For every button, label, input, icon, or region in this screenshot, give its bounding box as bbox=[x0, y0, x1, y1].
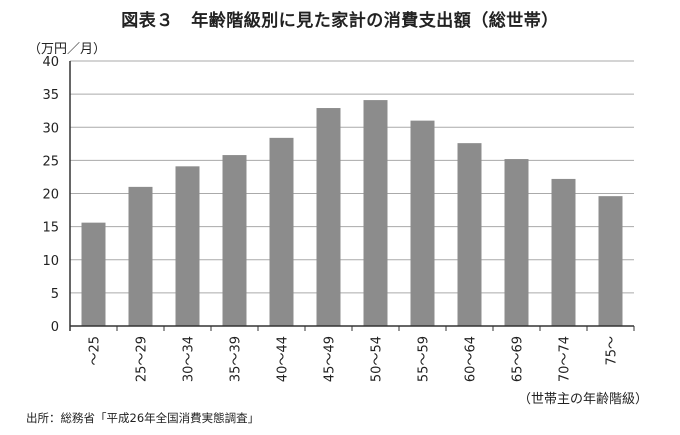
source-note: 出所：総務省「平成26年全国消費実態調査」 bbox=[26, 411, 260, 425]
x-tick-label: ～25 bbox=[88, 336, 103, 366]
x-tick-label: 55～59 bbox=[417, 336, 432, 382]
bar-2 bbox=[175, 166, 200, 326]
bar-5 bbox=[316, 108, 341, 326]
y-tick-label: 30 bbox=[42, 121, 59, 136]
y-tick-label: 40 bbox=[42, 55, 59, 70]
x-tick-label: 45～49 bbox=[323, 336, 338, 382]
y-tick-label: 35 bbox=[42, 88, 59, 103]
x-axis-label: （世帯主の年齢階級） bbox=[517, 392, 648, 407]
y-axis-unit-label: （万円／月） bbox=[28, 42, 107, 57]
bar-6 bbox=[363, 100, 388, 327]
bar-0 bbox=[81, 222, 106, 326]
x-tick-label: 60～64 bbox=[464, 336, 479, 382]
bar-9 bbox=[504, 159, 529, 326]
bar-8 bbox=[457, 143, 482, 326]
x-tick-label: 25～29 bbox=[135, 336, 150, 382]
bar-3 bbox=[222, 155, 247, 326]
x-tick-label: 50～54 bbox=[370, 336, 385, 382]
x-tick-label: 30～34 bbox=[182, 336, 197, 382]
bar-7 bbox=[410, 120, 435, 326]
y-tick-label: 15 bbox=[42, 221, 59, 236]
bar-4 bbox=[269, 137, 294, 326]
chart-title: 図表３ 年齢階級別に見た家計の消費支出額（総世帯） bbox=[121, 11, 559, 31]
x-tick-label: 65～69 bbox=[511, 336, 526, 382]
y-tick-label: 10 bbox=[42, 254, 59, 269]
y-tick-label: 0 bbox=[51, 320, 59, 335]
bar-10 bbox=[551, 178, 576, 326]
bar-11 bbox=[598, 196, 623, 326]
y-tick-label: 20 bbox=[42, 188, 59, 203]
y-tick-label: 25 bbox=[42, 154, 59, 169]
bar-1 bbox=[128, 186, 153, 326]
x-tick-label: 75～ bbox=[605, 336, 620, 366]
y-tick-label: 5 bbox=[51, 287, 59, 302]
x-tick-label: 40～44 bbox=[276, 336, 291, 382]
x-tick-label: 35～39 bbox=[229, 336, 244, 382]
x-tick-label: 70～74 bbox=[558, 336, 573, 382]
